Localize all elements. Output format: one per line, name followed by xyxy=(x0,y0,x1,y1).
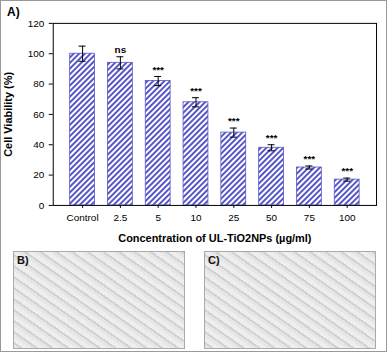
svg-text:40: 40 xyxy=(33,139,45,150)
html-text:A): A) xyxy=(7,5,20,19)
svg-text:120: 120 xyxy=(28,18,45,29)
svg-text:0: 0 xyxy=(39,200,45,211)
svg-text:***: *** xyxy=(266,132,278,143)
svg-text:2.5: 2.5 xyxy=(113,212,127,223)
svg-text:***: *** xyxy=(304,153,316,164)
svg-text:***: *** xyxy=(341,165,353,176)
svg-text:***: *** xyxy=(228,115,240,126)
svg-text:20: 20 xyxy=(33,169,45,180)
svg-text:50: 50 xyxy=(266,212,278,223)
html-text:B): B) xyxy=(17,254,29,266)
svg-text:Control: Control xyxy=(67,212,99,223)
svg-text:100: 100 xyxy=(339,212,356,223)
svg-text:ns: ns xyxy=(115,44,127,55)
svg-text:25: 25 xyxy=(228,212,240,223)
svg-text:100: 100 xyxy=(28,48,45,59)
svg-text:Cell Viability (%): Cell Viability (%) xyxy=(2,72,14,157)
html-text:C): C) xyxy=(208,254,220,266)
svg-text:10: 10 xyxy=(190,212,202,223)
svg-text:Concentration of UL-TiO2NPs (µ: Concentration of UL-TiO2NPs (µg/ml) xyxy=(118,232,312,244)
svg-text:80: 80 xyxy=(33,78,45,89)
svg-text:***: *** xyxy=(152,64,164,75)
svg-text:***: *** xyxy=(190,85,202,96)
svg-text:75: 75 xyxy=(304,212,316,223)
svg-text:5: 5 xyxy=(155,212,161,223)
svg-text:60: 60 xyxy=(33,109,45,120)
